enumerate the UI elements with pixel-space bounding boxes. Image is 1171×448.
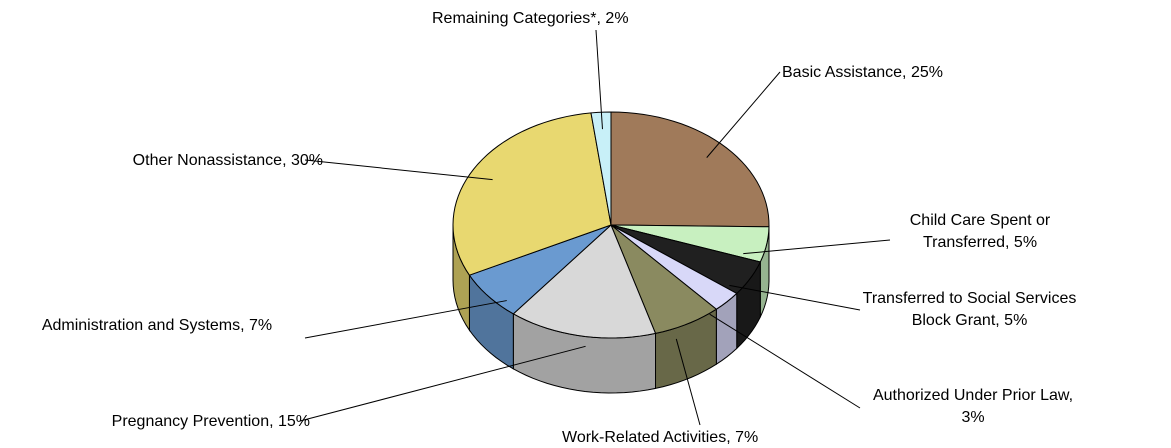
leader-line [706, 71, 781, 158]
slice-label: Basic Assistance, 25% [782, 64, 943, 81]
leader-line [304, 300, 507, 339]
leader-line [595, 29, 603, 130]
slice-label: Child Care Spent or Transferred, 5% [909, 212, 1051, 251]
pie-slice [610, 224, 762, 295]
leader-line [304, 159, 493, 181]
slice-label: Pregnancy Prevention, 15% [111, 413, 310, 430]
pie-slice [610, 111, 770, 228]
pie-slice [610, 224, 770, 263]
slice-label: Other Nonassistance, 30% [132, 152, 323, 169]
leader-line [675, 338, 701, 426]
leader-line [743, 239, 891, 255]
slice-label: Remaining Categories*, 2% [432, 10, 629, 27]
slice-label: Work-Related Activities, 7% [562, 429, 759, 446]
leader-line [299, 345, 586, 422]
pie-slice [512, 224, 657, 339]
pie-slice [609, 223, 718, 335]
leader-line [709, 313, 861, 409]
slice-label: Authorized Under Prior Law, 3% [872, 387, 1074, 426]
slice-label: Administration and Systems, 7% [41, 317, 273, 334]
slice-label: Transferred to Social Services Block Gra… [862, 290, 1077, 329]
pie-slice [468, 224, 612, 315]
leader-line [729, 284, 861, 311]
pie-slice [452, 112, 612, 276]
